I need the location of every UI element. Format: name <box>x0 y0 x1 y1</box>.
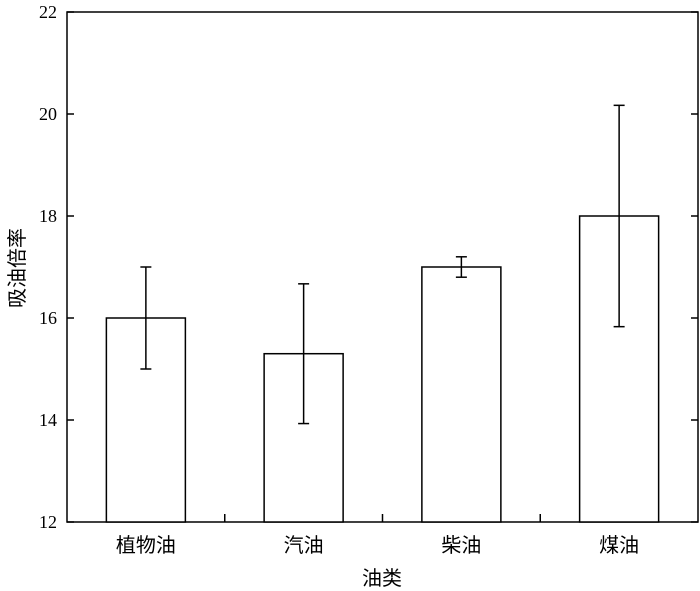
y-tick-label: 18 <box>39 206 57 226</box>
y-tick-label: 12 <box>39 512 57 532</box>
y-tick-label: 20 <box>39 104 57 124</box>
y-axis: 12 14 16 18 20 22 <box>39 2 698 532</box>
error-bar <box>613 104 625 328</box>
x-tick-label: 煤油 <box>599 533 639 557</box>
x-tick-label: 汽油 <box>284 533 324 557</box>
x-tick-label: 柴油 <box>441 533 481 557</box>
error-bar <box>455 256 467 278</box>
y-tick-label: 14 <box>39 410 57 430</box>
bar <box>421 266 502 523</box>
x-axis: 植物油 汽油 柴油 煤油 <box>116 514 639 557</box>
y-tick-label: 16 <box>39 308 57 328</box>
error-bar <box>298 283 310 425</box>
error-bars <box>140 104 625 425</box>
y-tick-label: 22 <box>39 2 57 22</box>
y-axis-title: 吸油倍率 <box>5 228 29 308</box>
x-axis-title: 油类 <box>362 566 402 590</box>
bars <box>105 215 660 523</box>
error-bar <box>140 266 152 370</box>
x-tick-label: 植物油 <box>116 533 176 557</box>
